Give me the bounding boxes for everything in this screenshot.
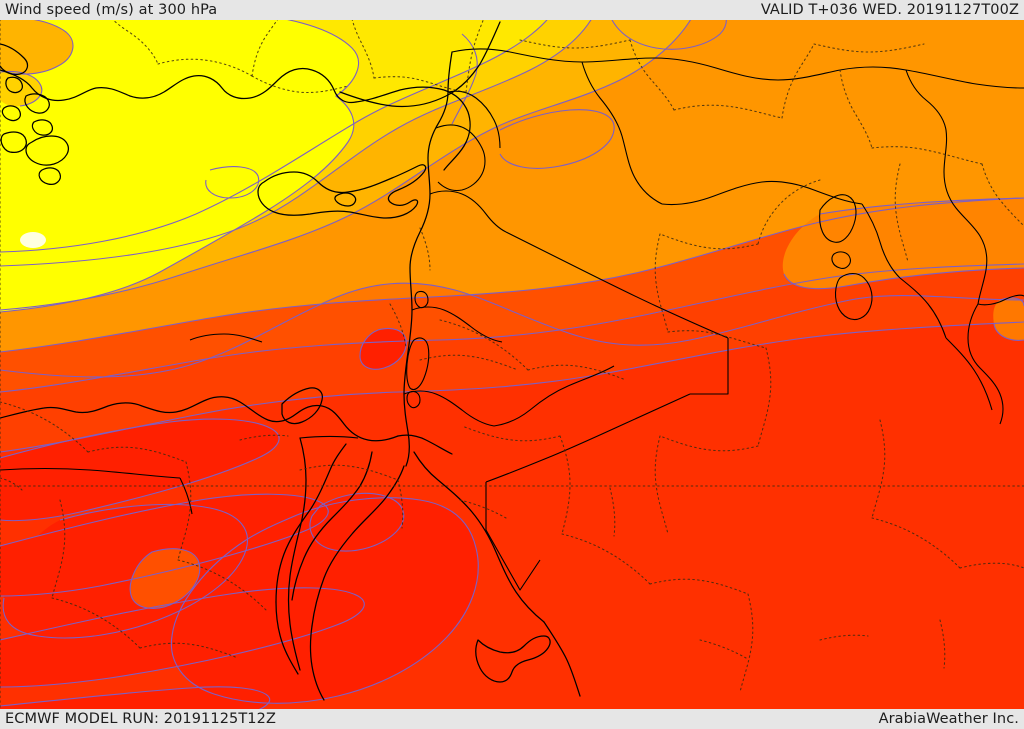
fill-inclusion-nw [0, 17, 73, 75]
fill-blob-upper-egypt [171, 497, 479, 704]
fill-blob-nile-left [3, 504, 248, 638]
model-run-label: ECMWF MODEL RUN: 20191125T12Z [5, 711, 276, 727]
fill-band-10 [0, 7, 359, 312]
fill-streak-1 [0, 419, 280, 521]
map-footer-bar: ECMWF MODEL RUN: 20191125T12Z ArabiaWeat… [0, 709, 1024, 729]
fill-blob-sinai [310, 493, 404, 552]
fill-patch-gulf [993, 298, 1024, 341]
fill-patch-deadsea [360, 328, 407, 370]
fill-inclusion-nw2 [0, 71, 42, 107]
attribution-label: ArabiaWeather Inc. [878, 711, 1019, 727]
fill-spot-light [20, 232, 46, 248]
coastlines [0, 0, 601, 701]
fill-hole-nile [130, 548, 200, 609]
map-title: Wind speed (m/s) at 300 hPa [5, 2, 218, 18]
map-header-bar: Wind speed (m/s) at 300 hPa VALID T+036 … [0, 0, 1024, 20]
valid-time-label: VALID T+036 WED. 20191127T00Z [760, 2, 1019, 18]
national-borders [0, 48, 1024, 591]
